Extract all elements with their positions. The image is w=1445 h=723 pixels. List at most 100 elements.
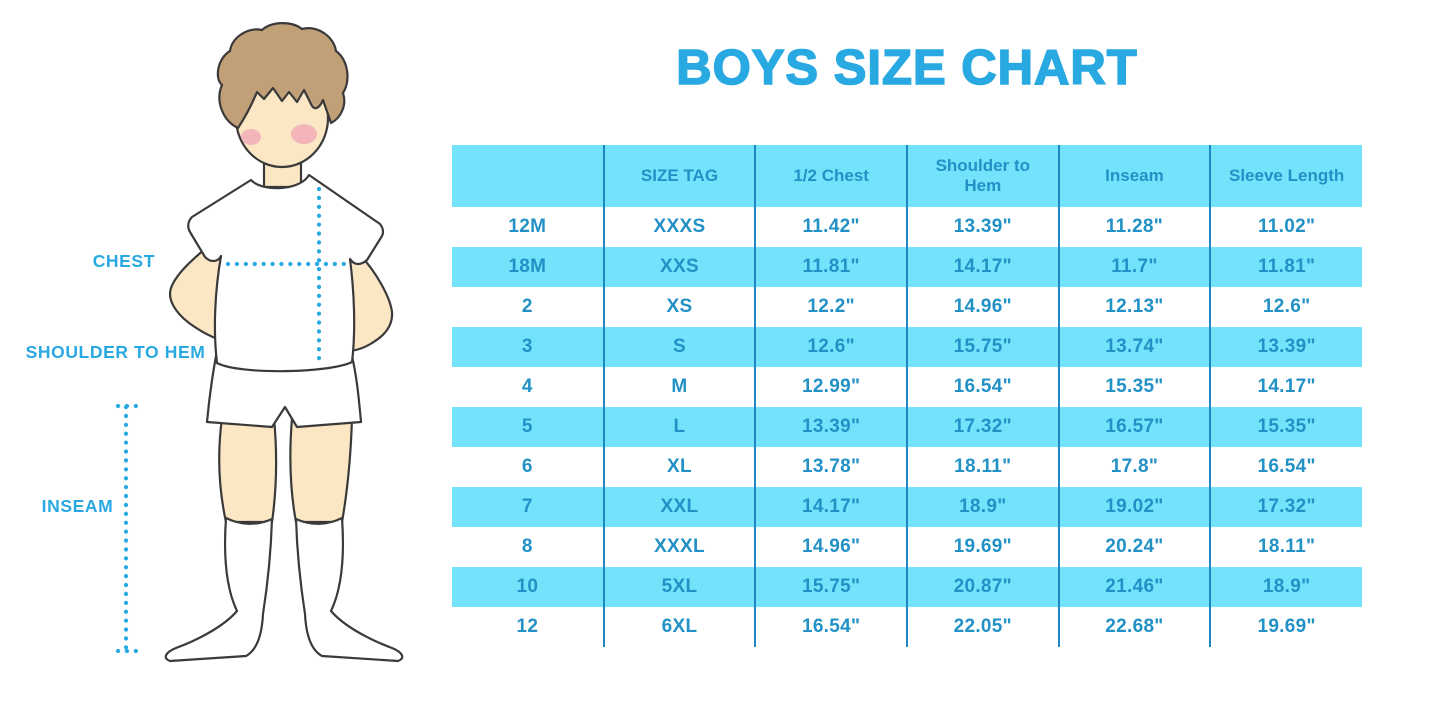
- boy-right-leg: [289, 416, 354, 524]
- measurement-cell: 12.6": [754, 327, 907, 367]
- shoulder-to-hem-label: SHOULDER TO HEM: [25, 342, 206, 362]
- measurement-cell: 19.69": [905, 527, 1059, 567]
- measurement-cell: 18.9": [1209, 567, 1362, 607]
- measurement-cell: 16.54": [905, 367, 1059, 407]
- size-cell: 3: [452, 327, 604, 367]
- measurement-cell: 11.02": [1209, 207, 1362, 247]
- boy-illustration: [115, 22, 404, 663]
- measurement-cell: 16.54": [754, 607, 907, 647]
- measurement-cell: 13.74": [1057, 327, 1211, 367]
- measurement-cell: 12.2": [754, 287, 907, 327]
- measurement-cell: XS: [602, 287, 756, 327]
- measurement-cell: 11.28": [1057, 207, 1211, 247]
- table-row-4: 4 M 12.99" 16.54" 15.35" 14.17": [452, 367, 1362, 407]
- measurement-cell: 14.17": [1209, 367, 1362, 407]
- measurement-cell: 18.9": [905, 487, 1059, 527]
- size-cell: 10: [452, 567, 604, 607]
- column-header-2: 1/2 Chest: [754, 145, 907, 207]
- measurement-cell: 19.69": [1209, 607, 1362, 647]
- column-header-0: [452, 145, 604, 207]
- measurement-cell: 20.87": [905, 567, 1059, 607]
- measurement-cell: 17.8": [1057, 447, 1211, 487]
- measurement-cell: 21.46": [1057, 567, 1211, 607]
- table-header-row: SIZE TAG 1/2 Chest Shoulder to Hem Inseam Sl…: [452, 145, 1362, 207]
- measurement-cell: 22.68": [1057, 607, 1211, 647]
- boy-right-sock: [294, 516, 404, 663]
- size-cell: 6: [521, 456, 533, 477]
- measurement-cell: 13.39": [754, 407, 907, 447]
- size-cell: 5: [452, 407, 604, 447]
- measurement-cell: 11.7": [1057, 247, 1211, 287]
- size-cell: 7: [452, 487, 604, 527]
- measurement-cell: 5XL: [602, 567, 756, 607]
- measurement-cell: 15.35": [1209, 407, 1362, 447]
- table-body: 12M XXXS 11.42" 13.39" 11.28" 11.02" 18M XXS 11.…: [452, 207, 1362, 647]
- table-header: SIZE TAG 1/2 Chest Shoulder to Hem Inseam Sl…: [452, 145, 1362, 207]
- size-cell: 4: [521, 376, 533, 397]
- measurement-cell: 11.81": [1209, 247, 1362, 287]
- measurement-cell: 13.39": [1209, 327, 1362, 367]
- boy-hair: [216, 22, 349, 130]
- measurement-cell: XXL: [602, 487, 756, 527]
- measurement-cell: 14.17": [905, 247, 1059, 287]
- table-row-5: 5 L 13.39" 17.32" 16.57" 15.35": [452, 407, 1362, 447]
- measurement-cell: XL: [602, 447, 756, 487]
- column-header-1: SIZE TAG: [602, 145, 756, 207]
- measurement-cell: 12.6": [1209, 287, 1362, 327]
- column-header-3: Shoulder to Hem: [905, 145, 1059, 207]
- table-row-2: 2 XS 12.2" 14.96" 12.13" 12.6": [452, 287, 1362, 327]
- table-row-6: 6 XL 13.78" 18.11" 17.8" 16.54": [452, 447, 1362, 487]
- measurement-cell: 6XL: [602, 607, 756, 647]
- measurement-cell: 11.81": [754, 247, 907, 287]
- measurement-cell: 20.24": [1057, 527, 1211, 567]
- measurement-cell: 12.99": [754, 367, 907, 407]
- measurement-cell: 15.35": [1057, 367, 1211, 407]
- measurement-figure-panel: CHEST SHOULDER TO HEM INSEAM: [0, 0, 452, 723]
- boy-left-sock: [164, 516, 274, 663]
- measurement-cell: 11.42": [754, 207, 907, 247]
- measurement-cell: 15.75": [754, 567, 907, 607]
- measurement-cell: L: [602, 407, 756, 447]
- measurement-cell: S: [602, 327, 756, 367]
- measurement-cell: 16.57": [1057, 407, 1211, 447]
- boy-left-leg: [218, 416, 278, 524]
- column-header-4: Inseam: [1057, 145, 1211, 207]
- size-cell: 18M: [452, 247, 604, 287]
- size-chart-content: BOYS SIZE CHART SIZE TAG 1/2 Chest Shoulde…: [452, 0, 1362, 723]
- chest-label: CHEST: [92, 251, 155, 271]
- measurement-cell: XXS: [602, 247, 756, 287]
- measurement-cell: 15.75": [905, 327, 1059, 367]
- measurement-cell: 14.96": [754, 527, 907, 567]
- size-cell: 8: [521, 536, 533, 557]
- size-cell: 2: [521, 296, 533, 317]
- measurement-cell: 19.02": [1057, 487, 1211, 527]
- measurement-cell: 12.13": [1057, 287, 1211, 327]
- measurement-cell: 16.54": [1209, 447, 1362, 487]
- table-row-10: 10 5XL 15.75" 20.87" 21.46" 18.9": [452, 567, 1362, 607]
- measurement-cell: 14.96": [905, 287, 1059, 327]
- measurement-cell: XXXS: [602, 207, 756, 247]
- table-row-7: 7 XXL 14.17" 18.9" 19.02" 17.32": [452, 487, 1362, 527]
- measurement-cell: 18.11": [905, 447, 1059, 487]
- measurement-cell: 22.05": [905, 607, 1059, 647]
- table-row-12: 12 6XL 16.54" 22.05" 22.68" 19.69": [452, 607, 1362, 647]
- measurement-cell: M: [602, 367, 756, 407]
- measurement-cell: 17.32": [905, 407, 1059, 447]
- boy-shirt: [187, 173, 385, 373]
- boy-cheeks: [241, 124, 317, 145]
- table-row-8: 8 XXXL 14.96" 19.69" 20.24" 18.11": [452, 527, 1362, 567]
- page-title: BOYS SIZE CHART: [675, 40, 1138, 96]
- table-row-3: 3 S 12.6" 15.75" 13.74" 13.39": [452, 327, 1362, 367]
- inseam-label: INSEAM: [41, 496, 114, 516]
- measurement-cell: 13.78": [754, 447, 907, 487]
- column-header-5: Sleeve Length: [1209, 145, 1362, 207]
- table-row-12M: 12M XXXS 11.42" 13.39" 11.28" 11.02": [452, 207, 1362, 247]
- table-row-18M: 18M XXS 11.81" 14.17" 11.7" 11.81": [452, 247, 1362, 287]
- measurement-cell: 18.11": [1209, 527, 1362, 567]
- measurement-cell: 13.39": [905, 207, 1059, 247]
- size-cell: 12M: [508, 216, 547, 237]
- measurement-cell: 14.17": [754, 487, 907, 527]
- measurement-cell: 17.32": [1209, 487, 1362, 527]
- size-chart-table: SIZE TAG 1/2 Chest Shoulder to Hem Inseam Sl…: [452, 145, 1362, 647]
- boy-shorts: [205, 354, 363, 429]
